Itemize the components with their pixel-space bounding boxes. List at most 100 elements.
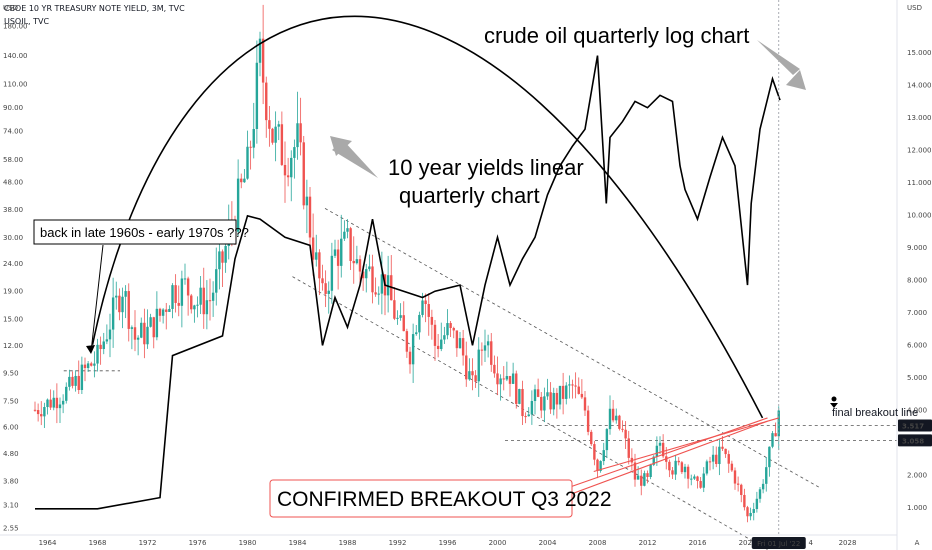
candle-down — [99, 344, 102, 350]
time-tick-label: 1976 — [189, 539, 207, 547]
candle-up — [52, 397, 55, 408]
candle-up — [68, 376, 71, 387]
candle-up — [196, 304, 199, 306]
candle-down — [621, 428, 624, 430]
candle-up — [193, 305, 196, 310]
candle-down — [736, 483, 740, 485]
breakout-lines — [539, 417, 779, 507]
candle-up — [93, 363, 96, 366]
candle-up — [140, 322, 143, 338]
candle-down — [83, 364, 87, 369]
crude-pointer-arrow — [757, 40, 806, 90]
price-badge-box — [898, 434, 932, 447]
candle-up — [399, 315, 402, 318]
candle-down — [724, 448, 727, 455]
candle-up — [255, 62, 259, 130]
candle-up — [218, 251, 221, 270]
candle-up — [683, 466, 687, 473]
candle-down — [661, 442, 665, 457]
time-tick-label: 1996 — [439, 539, 457, 547]
candle-down — [152, 317, 155, 338]
candle-up — [568, 384, 571, 386]
candle-down — [40, 414, 43, 417]
right-tick-label: 15.000 — [907, 49, 932, 57]
time-tick-label: 2000 — [489, 539, 507, 547]
final-breakout-label: final breakout line — [832, 407, 918, 419]
candle-up — [674, 460, 677, 475]
candle-down — [593, 444, 596, 460]
candle-up — [705, 461, 709, 474]
candle-up — [761, 483, 765, 490]
yields-label-line2: quarterly chart — [399, 183, 540, 208]
left-tick-label: 180.00 — [3, 23, 28, 31]
candle-up — [546, 392, 549, 397]
overlay-symbol-title: USOIL, TVC — [4, 17, 50, 26]
candle-up — [124, 291, 127, 297]
crude-oil-label: crude oil quarterly log chart — [484, 23, 749, 48]
right-tick-label: 5.000 — [907, 374, 927, 382]
date-marker-tail: 4 — [809, 539, 814, 547]
candle-down — [555, 392, 559, 405]
candle-up — [499, 378, 502, 385]
left-tick-label: 24.00 — [3, 260, 23, 268]
right-tick-label: 12.000 — [907, 146, 932, 154]
right-tick-label: 1.000 — [907, 504, 927, 512]
price-badge-box — [898, 419, 932, 432]
candle-down — [358, 259, 362, 272]
candle-up — [205, 300, 209, 315]
candle-down — [286, 175, 290, 178]
candle-down — [461, 338, 465, 356]
candle-up — [411, 334, 415, 365]
left-tick-label: 2.55 — [3, 525, 19, 533]
candle-down — [71, 376, 74, 386]
time-tick-label: 1964 — [39, 539, 57, 547]
candle-up — [199, 287, 202, 305]
left-tick-label: 3.80 — [3, 477, 19, 485]
time-tick-label: 2008 — [589, 539, 607, 547]
breakout-pointer-line — [539, 420, 768, 507]
candle-up — [486, 341, 490, 346]
candle-up — [130, 327, 134, 329]
candle-down — [571, 384, 574, 386]
candle-up — [315, 252, 318, 260]
right-tick-label: 4.000 — [907, 406, 927, 414]
chart-symbol-title: CBOE 10 YR TREASURY NOTE YIELD, 3M, TVC — [4, 4, 185, 13]
candle-down — [402, 315, 405, 332]
right-tick-label: 13.000 — [907, 114, 932, 122]
candle-down — [424, 300, 427, 305]
candle-up — [777, 410, 780, 437]
candle-down — [536, 389, 540, 397]
candle-up — [565, 385, 568, 399]
right-tick-label: 8.000 — [907, 276, 927, 284]
candle-up — [96, 344, 99, 364]
time-tick-label: 2028 — [839, 539, 857, 547]
candle-up — [277, 124, 280, 127]
candle-up — [552, 392, 555, 410]
candle-down — [618, 415, 621, 429]
candle-up — [468, 371, 471, 380]
yields-label-line1: 10 year yields linear — [388, 155, 584, 180]
right-tick-label: 10.000 — [907, 211, 932, 219]
confirmed-label: CONFIRMED BREAKOUT Q3 2022 — [277, 488, 612, 511]
left-tick-label: 7.50 — [3, 397, 19, 405]
candle-down — [268, 120, 271, 129]
candle-up — [768, 446, 771, 468]
candle-up — [443, 335, 446, 340]
candle-down — [318, 252, 321, 279]
candle-down — [515, 373, 518, 404]
candle-down — [361, 271, 365, 279]
candle-down — [508, 376, 512, 384]
candle-down — [496, 373, 499, 385]
candle-up — [340, 238, 343, 266]
candle-down — [521, 388, 524, 417]
candle-up — [346, 228, 349, 232]
candle-down — [708, 461, 712, 463]
left-tick-label: 58.00 — [3, 156, 23, 164]
left-axis-unit: USD — [3, 4, 18, 12]
left-tick-label: 3.10 — [3, 501, 19, 509]
candle-down — [165, 309, 168, 312]
candle-down — [405, 331, 409, 352]
candle-down — [727, 454, 730, 464]
candle-up — [86, 363, 90, 369]
